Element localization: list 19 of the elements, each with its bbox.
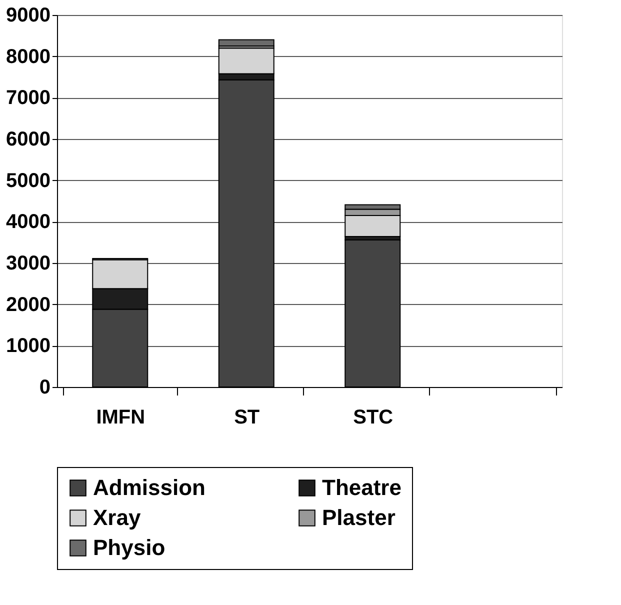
- x-tick-label: ST: [234, 406, 260, 428]
- y-tick-label: 6000: [6, 128, 50, 150]
- y-tick-label: 1000: [6, 335, 50, 358]
- legend-label: Plaster: [322, 505, 396, 530]
- y-tick-label: 5000: [6, 170, 50, 192]
- y-tick-label: 8000: [6, 46, 50, 68]
- x-tick-label: STC: [353, 406, 394, 428]
- legend-label: Xray: [93, 505, 142, 530]
- y-tick-label: 7000: [6, 87, 50, 110]
- y-tick-label: 2000: [6, 294, 50, 316]
- y-tick-label: 4000: [6, 211, 50, 234]
- x-tick-label: IMFN: [96, 406, 146, 428]
- legend-label: Physio: [93, 535, 166, 560]
- y-tick-label: 3000: [6, 252, 50, 274]
- y-tick-label: 0: [39, 376, 50, 398]
- legend-label: Admission: [93, 475, 206, 500]
- bar: [218, 39, 274, 46]
- y-tick-label: 9000: [6, 4, 50, 26]
- legend-label: Theatre: [322, 475, 402, 500]
